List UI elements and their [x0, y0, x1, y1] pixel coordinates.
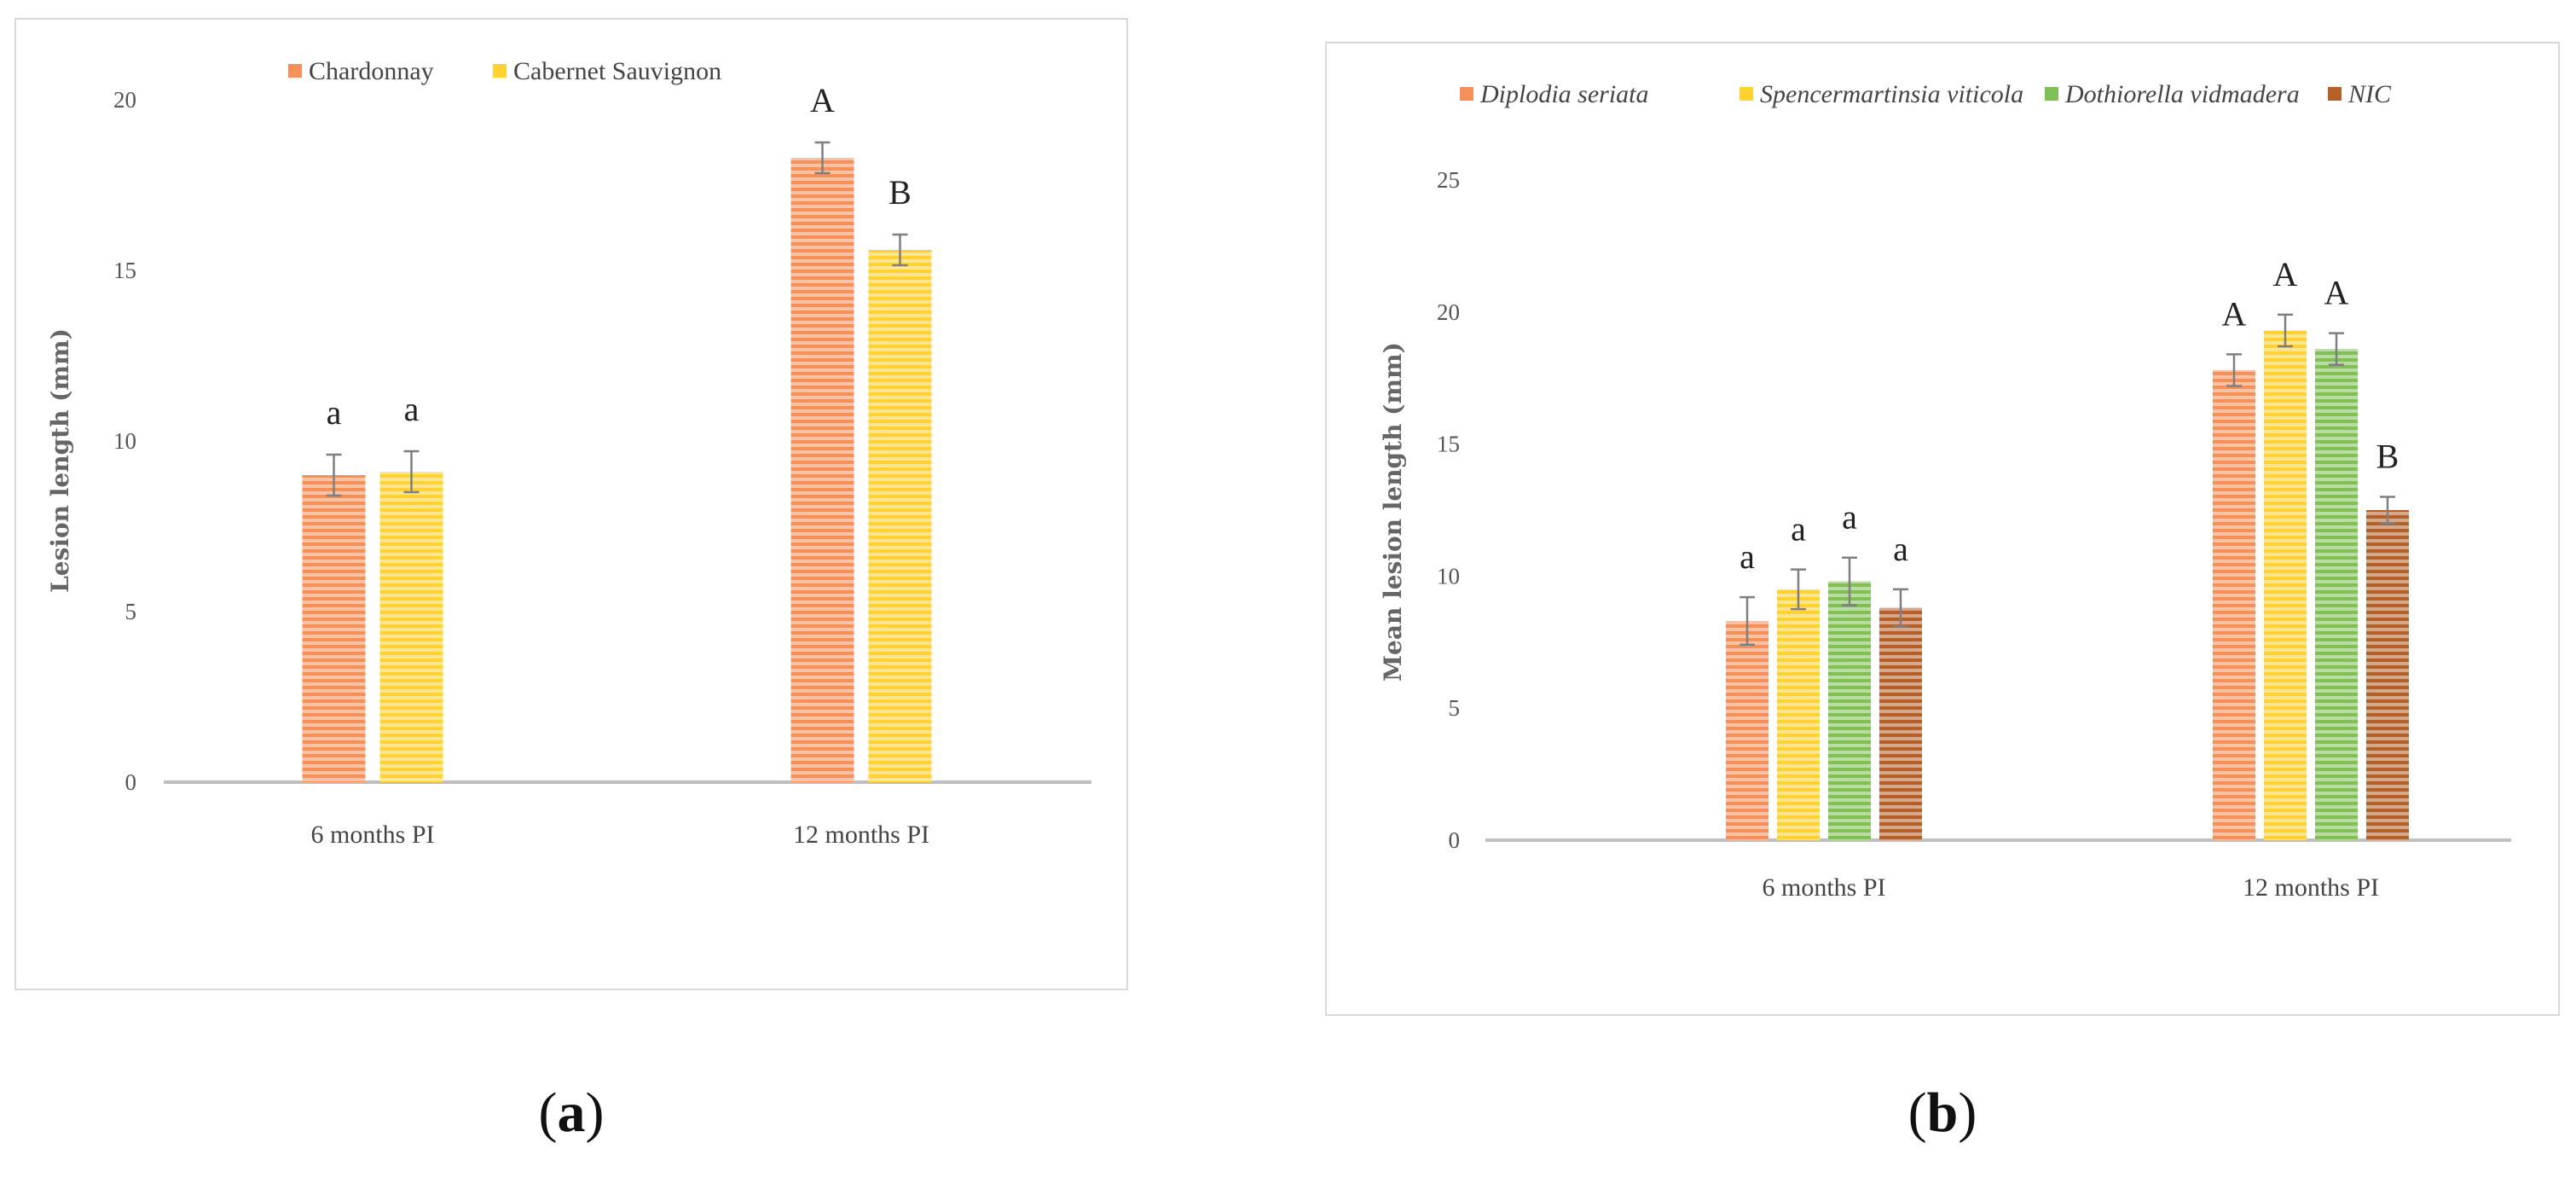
bar-stripes-b-0-2	[1828, 581, 1871, 840]
significance-letter-a-1-1: B	[889, 173, 912, 212]
significance-letter-b-0-3: a	[1893, 530, 1908, 568]
y-tick-b-5: 25	[1437, 167, 1460, 193]
y-axis-label-b: Mean lesion length (mm)	[1379, 342, 1407, 682]
y-tick-a-4: 20	[113, 87, 136, 113]
panel-label-b: (b)	[1908, 1082, 1977, 1144]
bar-stripes-b-0-3	[1879, 607, 1922, 840]
legend-label-b-0: Diplodia seriata	[1479, 80, 1649, 108]
legend-b: Diplodia seriata Spencermartinsia viticol…	[1460, 80, 2392, 108]
bar-stripes-a-1-0	[790, 158, 854, 782]
bar-stripes-b-0-1	[1777, 589, 1820, 840]
significance-letter-b-1-2: A	[2324, 274, 2349, 312]
significance-letter-b-1-1: A	[2273, 255, 2298, 293]
category-label-b-0: 6 months PI	[1762, 873, 1885, 902]
significance-letter-a-0-0: a	[327, 393, 342, 432]
y-tick-a-1: 5	[125, 599, 137, 624]
category-labels-b: 6 months PI 12 months PI	[1762, 873, 2379, 902]
legend-label-a-0: Chardonnay	[309, 57, 434, 85]
y-axis-ticks-b: 0 5 10 15 20 25	[1437, 167, 1460, 853]
panel-label-a: (a)	[539, 1082, 605, 1144]
legend-swatch-b-1	[1740, 87, 1753, 101]
significance-letter-b-0-1: a	[1791, 510, 1806, 548]
bar-stripes-b-1-0	[2213, 369, 2255, 840]
chart-a: 0 5 10 15 20 Lesion length (mm) a a A B 6 month…	[14, 18, 1128, 990]
y-tick-b-0: 0	[1449, 827, 1461, 853]
y-tick-b-2: 10	[1437, 563, 1460, 589]
significance-letter-a-1-0: A	[810, 81, 835, 119]
y-tick-b-4: 20	[1437, 299, 1460, 325]
legend-label-b-3: NIC	[2347, 80, 2392, 108]
y-tick-a-2: 10	[113, 428, 136, 454]
significance-letter-a-0-1: a	[404, 390, 420, 428]
legend-swatch-b-0	[1460, 87, 1473, 101]
legend-swatch-b-3	[2328, 87, 2342, 101]
significance-letter-b-1-0: A	[2222, 294, 2247, 333]
significance-letter-b-1-3: B	[2376, 438, 2399, 476]
bar-stripes-b-1-1	[2264, 330, 2307, 840]
bar-stripes-b-1-2	[2315, 349, 2358, 840]
bar-stripes-b-1-3	[2366, 510, 2409, 840]
category-label-a-1: 12 months PI	[793, 821, 929, 849]
bar-stripes-a-1-1	[868, 250, 932, 782]
y-tick-a-3: 15	[113, 258, 136, 283]
legend-swatch-a-1	[493, 64, 507, 78]
y-tick-b-3: 15	[1437, 432, 1460, 457]
bar-stripes-b-0-0	[1726, 621, 1768, 840]
legend-a: Chardonnay Cabernet Sauvignon	[288, 57, 721, 85]
significance-letter-b-0-2: a	[1842, 498, 1857, 537]
y-axis-label-a: Lesion length (mm)	[46, 328, 74, 593]
y-tick-b-1: 5	[1449, 695, 1461, 721]
category-labels-a: 6 months PI 12 months PI	[310, 821, 929, 849]
chart-a-frame	[14, 18, 1128, 990]
bar-stripes-a-0-0	[302, 475, 366, 782]
legend-label-b-2: Dothiorella vidmadera	[2064, 80, 2300, 108]
legend-swatch-b-2	[2045, 87, 2058, 101]
bar-stripes-a-0-1	[379, 472, 443, 782]
significance-letter-b-0-0: a	[1740, 537, 1755, 576]
category-label-b-1: 12 months PI	[2243, 873, 2379, 902]
bars-a: a a A B	[302, 81, 932, 782]
y-axis-ticks-a: 0 5 10 15 20	[113, 87, 136, 795]
legend-label-a-1: Cabernet Sauvignon	[513, 57, 721, 85]
category-label-a-0: 6 months PI	[310, 821, 434, 849]
legend-label-b-1: Spencermartinsia viticola	[1760, 80, 2023, 108]
y-tick-a-0: 0	[125, 769, 137, 795]
legend-swatch-a-0	[288, 64, 302, 78]
